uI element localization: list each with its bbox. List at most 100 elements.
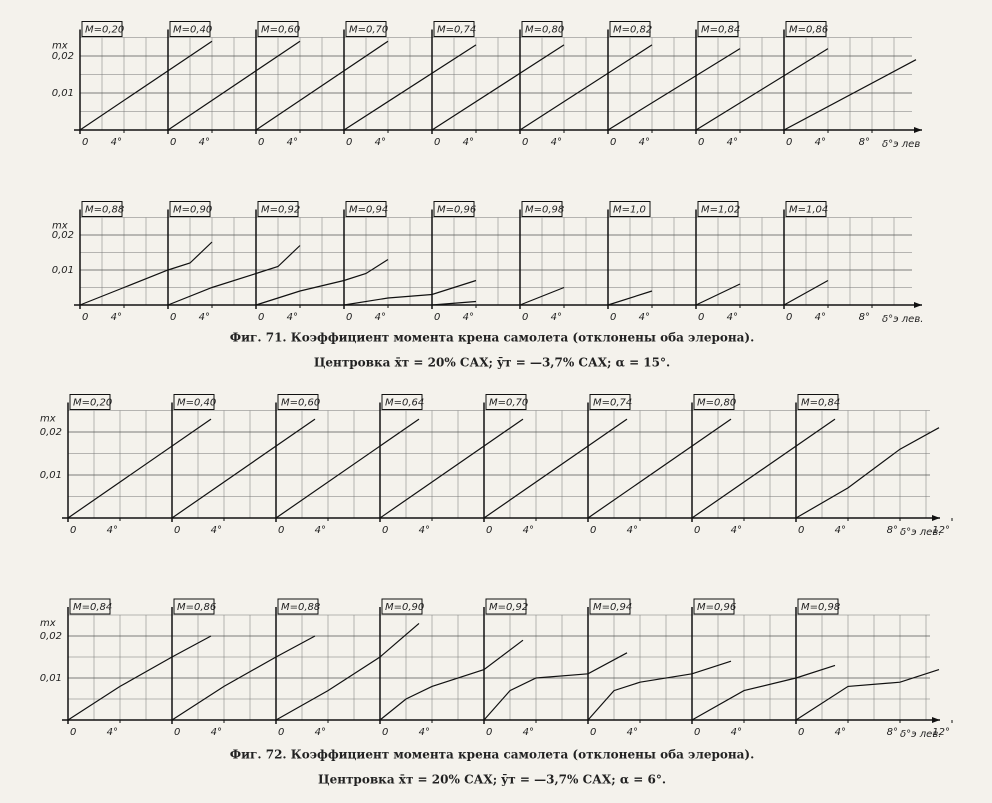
y-axis-label: mx: [52, 221, 68, 232]
curve: [795, 669, 940, 721]
mach-label: M=0,60: [281, 398, 320, 409]
x-tick-label: 4°: [523, 525, 534, 536]
mach-label: M=1,04: [789, 205, 828, 216]
mach-label: M=0,98: [801, 602, 840, 613]
curve: [587, 660, 732, 721]
curve: [275, 622, 420, 721]
x-tick-label: 4°: [211, 525, 222, 536]
x-tick-label: 0: [70, 727, 76, 738]
mach-box: [169, 201, 211, 217]
x-tick-label: 0: [258, 312, 264, 323]
mach-box: [785, 21, 827, 37]
mach-label: M=0,92: [261, 205, 300, 216]
x-tick-label: 4°: [111, 137, 122, 148]
x-tick-label: 0: [522, 137, 528, 148]
x-tick-label: 4°: [815, 137, 826, 148]
curve: [607, 48, 741, 131]
x-tick-label: 0: [82, 312, 88, 323]
x-tick-label: 0: [522, 312, 528, 323]
curve: [255, 40, 389, 131]
mach-label: M=0,92: [489, 602, 528, 613]
curve: [67, 635, 212, 721]
mach-label: M=0,96: [697, 602, 736, 613]
mach-box: [693, 598, 735, 615]
x-tick-label: 4°: [523, 727, 534, 738]
x-tick-label: 4°: [463, 312, 474, 323]
x-tick-label: 0: [798, 727, 804, 738]
curve: [483, 418, 628, 519]
mach-box: [69, 598, 111, 615]
mach-label: M=0,94: [349, 205, 388, 216]
mach-box: [785, 201, 827, 217]
x-tick-label: 0: [486, 525, 492, 536]
mach-label: M=1,02: [701, 205, 740, 216]
x-tick-label: 0: [70, 525, 76, 536]
x-tick-label: 4°: [727, 312, 738, 323]
x-tick-label: 8°: [859, 137, 870, 148]
x-axis-label: δ°э лев: [882, 139, 920, 150]
mach-label: M=0,84: [801, 398, 840, 409]
x-tick-label: 0: [174, 727, 180, 738]
x-tick-label: 0: [786, 312, 792, 323]
y-tick-label: 0,02: [52, 230, 74, 241]
mach-box: [589, 394, 631, 410]
mach-box: [277, 598, 319, 615]
x-tick-label: 4°: [199, 137, 210, 148]
mach-label: M=0,96: [437, 205, 476, 216]
x-tick-label: 4°: [639, 312, 650, 323]
x-tick-label: 0: [590, 525, 596, 536]
mach-label: M=0,64: [385, 398, 424, 409]
curve: [171, 418, 316, 519]
x-tick-label: 4°: [315, 525, 326, 536]
curve: [343, 279, 477, 306]
caption: Центровка x̄т = 20% САХ; ȳт = —3,7% САХ;…: [314, 356, 670, 370]
mach-box: [485, 598, 527, 615]
mach-label: M=0,80: [697, 398, 736, 409]
x-tick-label: 0: [346, 312, 352, 323]
y-tick-label: 0,01: [40, 673, 62, 684]
x-tick-label: 8°: [887, 525, 898, 536]
mach-box: [433, 201, 475, 217]
curve: [795, 427, 940, 519]
x-tick-label: 4°: [287, 312, 298, 323]
x-tick-label: 4°: [731, 525, 742, 536]
curve: [167, 40, 301, 131]
curve: [695, 48, 829, 131]
curve: [379, 418, 524, 519]
x-tick-label: 0: [174, 525, 180, 536]
x-tick-label: 0: [82, 137, 88, 148]
mach-label: M=0,90: [385, 602, 424, 613]
x-tick-label: 4°: [287, 137, 298, 148]
mach-label: M=0,88: [85, 205, 124, 216]
x-tick-label: 4°: [419, 525, 430, 536]
x-axis-label: δ°э лев.: [900, 729, 941, 740]
y-axis-label: mx: [52, 41, 68, 52]
x-tick-label: 4°: [419, 727, 430, 738]
x-tick-label: 0: [786, 137, 792, 148]
x-tick-label: 0: [590, 727, 596, 738]
mach-box: [277, 394, 319, 410]
mach-box: [693, 394, 735, 410]
mach-box: [81, 201, 123, 217]
caption: Фиг. 72. Коэффициент момента крена самол…: [230, 748, 755, 762]
y-tick-label: 0,01: [40, 470, 62, 481]
y-axis-label: mx: [40, 414, 56, 425]
x-tick-label: 0: [694, 727, 700, 738]
y-tick-label: 0,01: [52, 88, 74, 99]
x-tick-label: 0: [258, 137, 264, 148]
x-tick-label: 4°: [627, 525, 638, 536]
curve: [431, 300, 477, 306]
x-tick-label: 4°: [835, 525, 846, 536]
x-axis-label: δ°э лев.: [900, 527, 941, 538]
curve: [275, 418, 420, 519]
mach-box: [697, 21, 739, 37]
mach-box: [609, 21, 651, 37]
mach-box: [797, 598, 839, 615]
curve: [483, 652, 628, 721]
x-tick-label: 4°: [639, 137, 650, 148]
x-axis-label: δ°э лев.: [882, 314, 923, 325]
y-axis-label: mx: [40, 618, 56, 629]
y-tick-label: 0,02: [40, 427, 62, 438]
curve: [783, 59, 917, 131]
